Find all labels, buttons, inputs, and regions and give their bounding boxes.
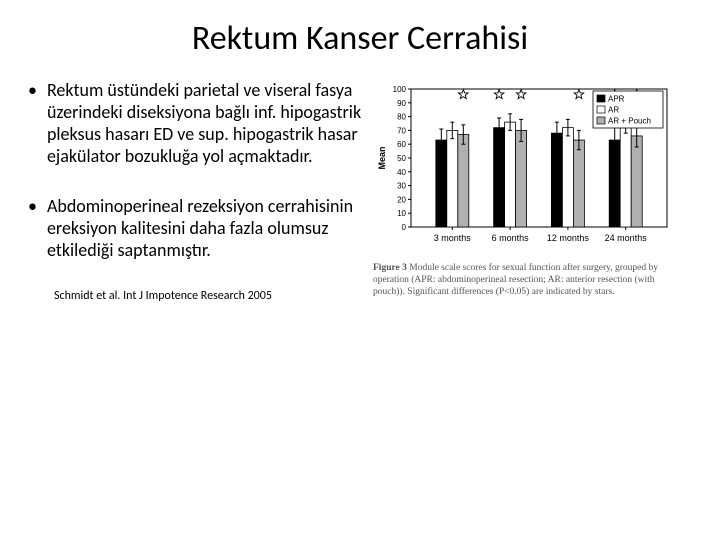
- citation-text: Schmidt et al. Int J Impotence Research …: [54, 289, 363, 303]
- figure-caption: Figure 3 Module scale scores for sexual …: [373, 262, 681, 298]
- svg-text:AR: AR: [608, 106, 619, 115]
- svg-text:90: 90: [397, 99, 406, 108]
- svg-text:20: 20: [397, 195, 406, 204]
- svg-text:10: 10: [397, 209, 406, 218]
- svg-text:Mean: Mean: [377, 146, 387, 169]
- bullet-item: • Abdominoperineal rezeksiyon cerrahisin…: [28, 195, 363, 261]
- svg-text:AR + Pouch: AR + Pouch: [608, 117, 651, 126]
- content-row: • Rektum üstündeki parietal ve viseral f…: [0, 69, 720, 303]
- svg-text:50: 50: [397, 154, 406, 163]
- bullet-text: Abdominoperineal rezeksiyon cerrahisinin…: [47, 195, 363, 261]
- svg-text:24 months: 24 months: [605, 233, 648, 243]
- bullet-marker: •: [28, 79, 37, 167]
- svg-text:0: 0: [402, 223, 407, 232]
- bar-chart: 0 10 20 30 40 50 60 70 80 90 100 Mean 3 months 6 mont…: [373, 81, 673, 256]
- svg-text:6 months: 6 months: [492, 233, 530, 243]
- bullet-text: Rektum üstündeki parietal ve viseral fas…: [47, 79, 363, 167]
- text-column: • Rektum üstündeki parietal ve viseral f…: [28, 79, 373, 303]
- svg-text:70: 70: [397, 126, 406, 135]
- svg-text:30: 30: [397, 182, 406, 191]
- chart-svg: 0 10 20 30 40 50 60 70 80 90 100 Mean 3 months 6 mont…: [373, 81, 673, 251]
- svg-text:100: 100: [393, 85, 407, 94]
- figure-column: 0 10 20 30 40 50 60 70 80 90 100 Mean 3 months 6 mont…: [373, 79, 693, 303]
- figure-caption-body: Module scale scores for sexual function …: [373, 263, 658, 297]
- figure-caption-prefix: Figure 3: [373, 263, 407, 273]
- svg-text:APR: APR: [608, 95, 625, 104]
- bullet-marker: •: [28, 195, 37, 261]
- svg-text:60: 60: [397, 140, 406, 149]
- svg-text:80: 80: [397, 113, 406, 122]
- slide-title: Rektum Kanser Cerrahisi: [0, 0, 720, 69]
- svg-text:40: 40: [397, 168, 406, 177]
- svg-text:3 months: 3 months: [434, 233, 472, 243]
- svg-text:12 months: 12 months: [547, 233, 590, 243]
- bullet-item: • Rektum üstündeki parietal ve viseral f…: [28, 79, 363, 167]
